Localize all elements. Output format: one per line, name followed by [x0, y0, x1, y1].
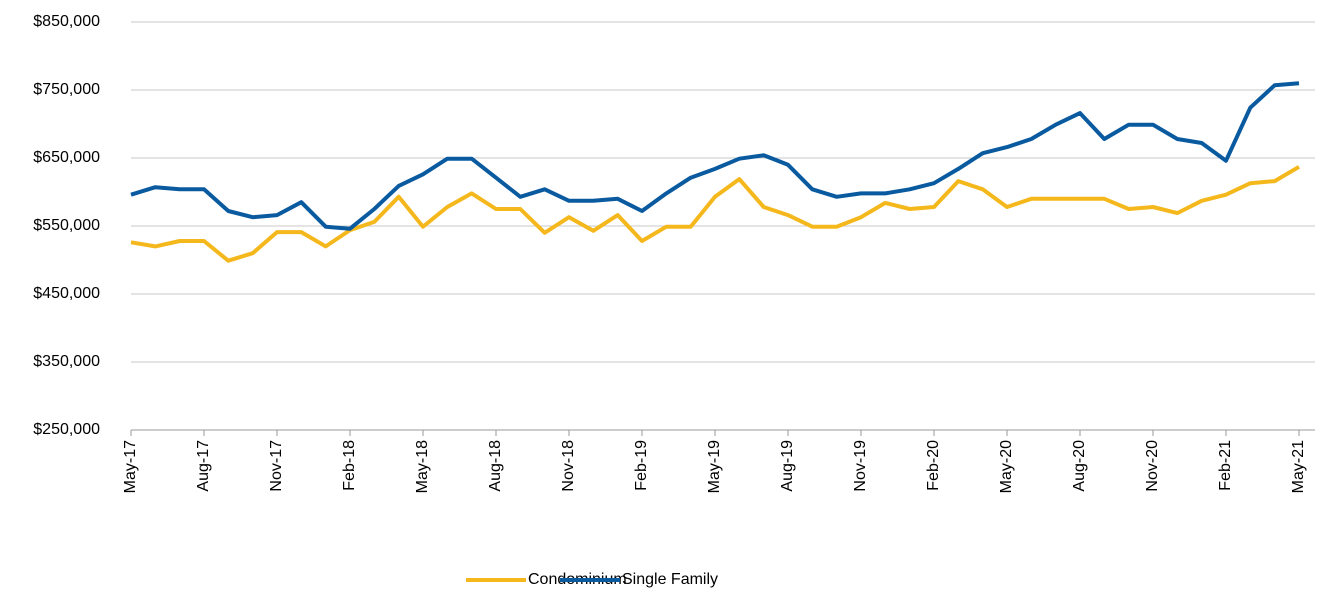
x-tick-label: May-21 [1290, 440, 1307, 493]
x-tick-label: May-17 [122, 440, 139, 493]
x-tick-label: May-18 [414, 440, 431, 493]
x-tick-label: May-20 [998, 440, 1015, 493]
x-tick-label: Feb-18 [341, 440, 358, 491]
x-tick-label: May-19 [706, 440, 723, 493]
y-tick-label: $750,000 [33, 81, 100, 98]
x-tick-label: Aug-17 [195, 440, 212, 492]
x-tick-label: Aug-20 [1071, 440, 1088, 492]
y-tick-label: $850,000 [33, 13, 100, 30]
x-tick-label: Nov-20 [1144, 440, 1161, 492]
legend-label: Single Family [622, 571, 718, 588]
x-tick-label: Feb-20 [925, 440, 942, 491]
x-tick-label: Aug-18 [487, 440, 504, 492]
y-tick-label: $550,000 [33, 217, 100, 234]
y-tick-label: $450,000 [33, 285, 100, 302]
series-line [130, 165, 1301, 263]
x-tick-label: Feb-21 [1217, 440, 1234, 491]
x-tick-label: Nov-17 [268, 440, 285, 492]
series-line [130, 81, 1300, 231]
x-tick-label: Nov-19 [852, 440, 869, 492]
x-tick-label: Nov-18 [560, 440, 577, 492]
y-tick-label: $350,000 [33, 353, 100, 370]
x-tick-label: Feb-19 [633, 440, 650, 491]
y-tick-label: $250,000 [33, 421, 100, 438]
x-tick-label: Aug-19 [779, 440, 796, 492]
y-tick-label: $650,000 [33, 149, 100, 166]
